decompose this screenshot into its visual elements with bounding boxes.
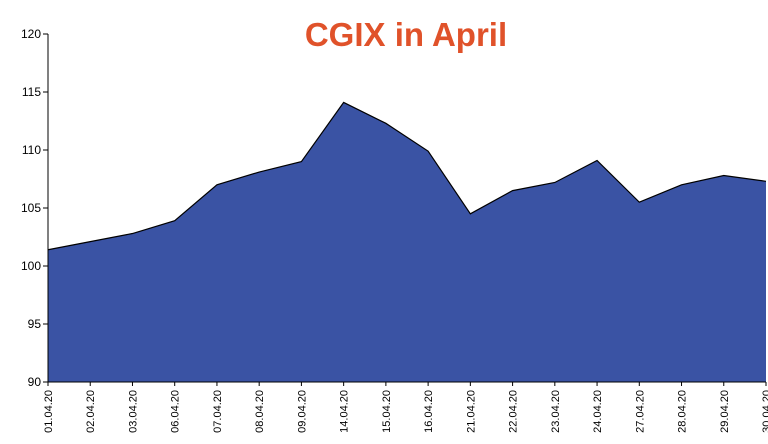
y-tick-label: 105 (21, 201, 41, 215)
area-line (47, 101, 767, 251)
x-tick-label: 07.04.20 (212, 390, 224, 433)
y-tick-label: 110 (22, 143, 41, 157)
y-tick-label: 90 (28, 375, 42, 389)
x-tick-label: 29.04.20 (719, 390, 731, 433)
x-tick-label: 02.04.20 (85, 390, 97, 433)
y-tick-label: 95 (28, 317, 42, 331)
x-tick-label: 24.04.20 (592, 390, 604, 433)
x-tick-label: 06.04.20 (170, 390, 182, 433)
x-tick-label: 03.04.20 (127, 390, 139, 433)
x-tick-label: 09.04.20 (296, 390, 308, 433)
y-tick-label: 120 (21, 27, 41, 41)
y-tick-label: 115 (22, 85, 41, 99)
x-tick-label: 01.04.20 (43, 390, 55, 433)
area-fill (48, 102, 766, 382)
x-tick-label: 28.04.20 (677, 390, 689, 433)
y-tick-label: 100 (21, 259, 41, 273)
x-tick-label: 23.04.20 (550, 390, 562, 433)
x-tick-label: 22.04.20 (508, 390, 520, 433)
x-tick-label: 15.04.20 (381, 390, 393, 433)
x-tick-label: 30.04.20 (761, 390, 768, 433)
x-tick-label: 08.04.20 (254, 390, 266, 433)
x-tick-label: 21.04.20 (465, 390, 477, 433)
x-tick-label: 14.04.20 (339, 390, 351, 433)
x-tick-label: 27.04.20 (634, 390, 646, 433)
x-tick-label: 16.04.20 (423, 390, 435, 433)
chart-title: CGIX in April (305, 16, 507, 53)
